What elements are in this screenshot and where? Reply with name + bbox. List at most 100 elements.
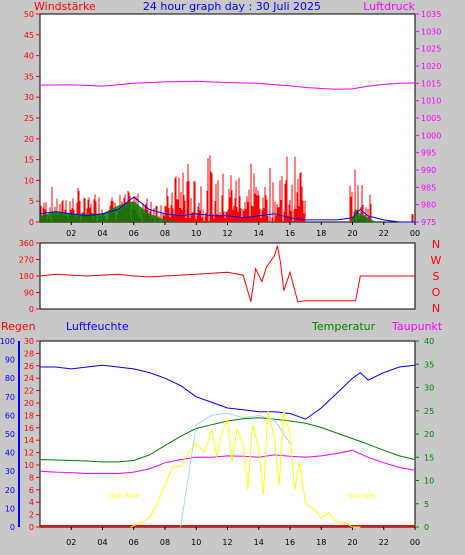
sun-annotations: Sun Rise Sun Set xyxy=(109,492,376,511)
pressure-tick-label-995: 995 xyxy=(421,149,436,158)
wind-time-axis: 02 04 06 08 10 12 14 16 18 20 22 00 xyxy=(66,222,420,238)
humidity-tick-label-0: 0 xyxy=(10,523,15,532)
dewpoint-line xyxy=(39,449,416,474)
weather-time-axis: 02 04 06 08 10 12 14 16 18 20 22 00 xyxy=(66,527,420,547)
wind-tick-label-25: 25 xyxy=(24,114,34,123)
weather-time-tick-label-12: 12 xyxy=(222,538,232,547)
wind-time-tick-label-14: 14 xyxy=(254,229,264,238)
pressure-tick-label-1035: 1035 xyxy=(421,10,441,19)
rain-tick-label-10: 10 xyxy=(24,461,34,470)
weather-plot-area xyxy=(39,340,416,528)
pressure-tick-label-1030: 1030 xyxy=(421,27,441,36)
mean-wind-area xyxy=(40,201,376,222)
rain-tick-label-2: 2 xyxy=(29,511,34,520)
rain-tick-label-0: 0 xyxy=(29,523,34,532)
temp-tick-label-30: 30 xyxy=(424,384,434,393)
wind-tick-label-0: 0 xyxy=(29,218,34,227)
rain-tick-label-16: 16 xyxy=(24,424,34,433)
wind-tick-label-20: 20 xyxy=(24,135,34,144)
wind-direction-line xyxy=(39,245,415,303)
rain-tick-label-6: 6 xyxy=(29,486,34,495)
wind-pressure-plot-area xyxy=(39,13,416,223)
humidity-tick-label-30: 30 xyxy=(5,467,15,476)
left-axis-title-windstarke: Windstärke xyxy=(34,0,96,13)
pressure-line xyxy=(39,80,416,90)
rain-tick-label-4: 4 xyxy=(29,498,34,507)
gust-line xyxy=(39,196,415,223)
wind-tick-label-10: 10 xyxy=(24,176,34,185)
wind-time-tick-label-02: 02 xyxy=(66,229,76,238)
temp-tick-label-15: 15 xyxy=(424,453,434,462)
wind-tick-label-5: 5 xyxy=(29,197,34,206)
pressure-tick-label-1015: 1015 xyxy=(421,79,441,88)
wind-tick-label-30: 30 xyxy=(24,93,34,102)
wind-time-tick-label-10: 10 xyxy=(191,229,201,238)
pressure-tick-label-975: 975 xyxy=(421,218,436,227)
uv-line xyxy=(180,412,291,528)
weather-time-tick-label-06: 06 xyxy=(129,538,139,547)
temperature-axis: 0 5 10 15 20 25 30 35 40 xyxy=(415,337,434,532)
humidity-tick-label-60: 60 xyxy=(5,411,15,420)
temp-tick-label-20: 20 xyxy=(424,430,434,439)
solar-line xyxy=(130,410,361,528)
weather-time-tick-label-18: 18 xyxy=(316,538,326,547)
temp-tick-label-5: 5 xyxy=(424,500,429,509)
humidity-tick-label-40: 40 xyxy=(5,449,15,458)
direction-tick-label-270: 270 xyxy=(19,256,34,265)
chart-title: 24 hour graph day : 30 Juli 2025 xyxy=(143,0,321,13)
pressure-axis: 975 980 985 990 995 1000 1005 1010 1015 1020 1025 1… xyxy=(415,10,441,227)
rain-tick-label-30: 30 xyxy=(24,337,34,346)
temp-tick-label-35: 35 xyxy=(424,360,434,369)
direction-axis: 0 90 180 270 360 xyxy=(19,239,40,314)
rain-tick-label-28: 28 xyxy=(24,349,34,358)
rain-tick-label-14: 14 xyxy=(24,436,34,445)
direction-series xyxy=(39,245,415,303)
rain-tick-label-12: 12 xyxy=(24,449,34,458)
wind-pressure-series xyxy=(39,80,416,223)
wind-time-tick-label-16: 16 xyxy=(285,229,295,238)
wind-axis: 0 5 10 15 20 25 30 35 40 45 50 xyxy=(24,10,40,227)
humidity-tick-label-20: 20 xyxy=(5,486,15,495)
weather-time-tick-label-04: 04 xyxy=(97,538,107,547)
wind-tick-label-35: 35 xyxy=(24,72,34,81)
weather-time-tick-label-14: 14 xyxy=(254,538,264,547)
wind-time-tick-label-22: 22 xyxy=(379,229,389,238)
rain-tick-label-24: 24 xyxy=(24,374,34,383)
compass-label-4: N xyxy=(432,302,440,315)
wind-time-tick-label-00: 00 xyxy=(410,229,420,238)
compass-label-2: S xyxy=(433,270,440,283)
humidity-tick-label-70: 70 xyxy=(5,393,15,402)
compass-label-0: N xyxy=(432,238,440,251)
humidity-label: Luftfeuchte xyxy=(66,320,129,333)
wind-time-tick-label-04: 04 xyxy=(97,229,107,238)
wind-tick-label-40: 40 xyxy=(24,52,34,61)
rain-tick-label-18: 18 xyxy=(24,411,34,420)
weather-time-tick-label-00: 00 xyxy=(410,538,420,547)
wind-time-tick-label-18: 18 xyxy=(316,229,326,238)
pressure-tick-label-1020: 1020 xyxy=(421,62,441,71)
wind-time-tick-label-12: 12 xyxy=(222,229,232,238)
wind-tick-label-50: 50 xyxy=(24,10,34,19)
weather-time-tick-label-08: 08 xyxy=(160,538,170,547)
wind-time-tick-label-06: 06 xyxy=(129,229,139,238)
pressure-tick-label-980: 980 xyxy=(421,201,436,210)
temp-tick-label-40: 40 xyxy=(424,337,434,346)
weather-series xyxy=(39,364,416,528)
pressure-tick-label-985: 985 xyxy=(421,183,436,192)
temp-tick-label-0: 0 xyxy=(424,523,429,532)
weather-time-tick-label-22: 22 xyxy=(379,538,389,547)
wind-time-tick-label-08: 08 xyxy=(160,229,170,238)
humidity-tick-label-10: 10 xyxy=(5,504,15,513)
temp-tick-label-10: 10 xyxy=(424,477,434,486)
weather-time-tick-label-02: 02 xyxy=(66,538,76,547)
pressure-tick-label-1005: 1005 xyxy=(421,114,441,123)
temp-tick-label-25: 25 xyxy=(424,407,434,416)
pressure-tick-label-1000: 1000 xyxy=(421,131,441,140)
rain-tick-label-22: 22 xyxy=(24,387,34,396)
humidity-axis: 0 10 20 30 40 50 60 70 80 90 100 xyxy=(0,337,20,532)
